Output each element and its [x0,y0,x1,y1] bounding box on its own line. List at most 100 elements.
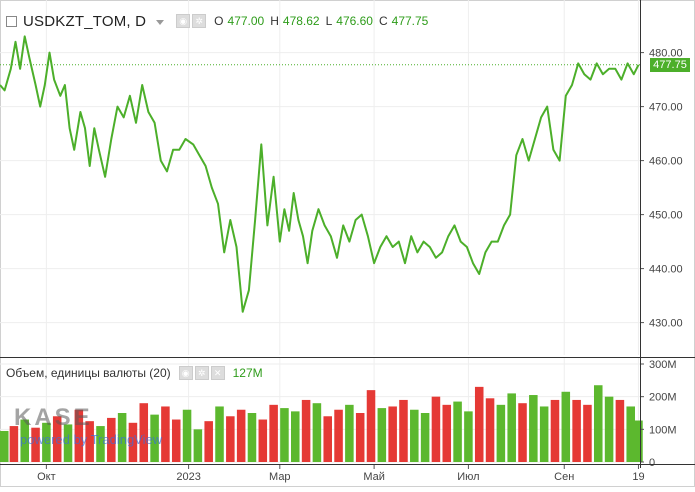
volume-bar [20,419,30,462]
volume-bar [74,409,84,462]
volume-bar [529,395,538,462]
volume-bar [593,385,603,462]
close-icon[interactable]: ✕ [210,366,225,380]
price-tick-label: 450.00 [649,210,683,222]
volume-tick-label: 200M [649,392,677,404]
volume-bar [496,404,506,462]
volume-bar [634,420,643,462]
price-tick-label: 430.00 [649,318,683,330]
volume-bar [377,408,387,462]
volume-bar [117,413,127,462]
volume-bar [550,399,560,462]
time-tick-label: Мар [269,471,291,483]
eye-icon[interactable]: ◉ [178,366,193,380]
price-tick-label: 470.00 [649,102,683,114]
volume-bar [539,406,549,462]
price-line-group [0,35,640,313]
price-tick-label: 480.00 [649,48,683,60]
volume-bar [410,409,419,462]
time-tick-label: Май [363,471,385,483]
volume-value: 127M [232,366,263,380]
volume-bar [96,426,105,462]
high-value: 478.62 [282,14,320,28]
time-tick-label: Июл [457,471,479,483]
volume-bar [301,399,311,462]
time-tick-label: 19 [632,471,644,483]
low-value: 476.60 [336,14,373,28]
chevron-down-icon[interactable] [156,19,165,25]
symbol-title: USDKZT_TOM, D [23,12,147,30]
volume-bar [258,419,268,462]
volume-bar [507,393,516,462]
volume-bar [366,390,376,462]
volume-tick-label: 100M [649,424,677,436]
last-price-label: 477.75 [650,57,690,72]
gear-icon[interactable]: ✲ [192,14,207,28]
close-label: C [378,14,388,28]
volume-bar [247,413,257,462]
volume-bar [204,421,213,462]
high-label: H [270,14,279,28]
volume-bar [161,406,170,462]
volume-bar [42,422,51,462]
volume-bar [226,416,235,462]
price-line [0,35,640,313]
price-grid [0,0,640,355]
volume-bar [9,426,19,462]
time-tick-label: Сен [554,471,574,483]
volume-bar [420,413,430,462]
volume-bar [626,406,635,462]
volume-bar [31,427,40,462]
visibility-checkbox[interactable] [6,15,17,27]
low-label: L [325,14,333,28]
volume-bar [269,404,278,462]
volume-bar [139,403,149,462]
volume-bar [453,401,462,462]
volume-bar [518,403,527,462]
open-value: 477.00 [227,14,265,28]
volume-bar [431,396,441,462]
volume-bar [107,417,116,462]
volume-bar [442,404,452,462]
volume-bar [615,399,625,462]
volume-bar [128,422,138,462]
volume-bar [604,396,614,462]
time-tick-label: 2023 [176,471,200,483]
volume-bar [182,409,192,462]
volume-bar [334,409,343,462]
volume-title: Объем, единицы валюты (20) [6,366,171,380]
time-tick-label: Окт [37,471,56,483]
volume-bar [323,416,332,462]
volume-bar [52,416,62,462]
volume-bar [280,408,289,462]
volume-bar [474,386,484,462]
gear-icon[interactable]: ✲ [194,366,209,380]
volume-bar [583,404,592,462]
volume-bar [150,414,159,462]
volume-bar [63,424,73,462]
volume-bar [355,413,365,462]
volume-bar [215,406,224,462]
volume-tick-label: 300M [649,359,677,371]
volume-bar [485,398,495,462]
volume-bar [572,399,581,462]
volume-bar [193,429,203,462]
volume-bar [399,399,408,462]
volume-bar [312,403,322,462]
eye-icon[interactable]: ◉ [176,14,191,28]
volume-bar [345,404,354,462]
volume-bar [388,406,397,462]
open-label: O [214,14,224,28]
volume-bar [236,409,246,462]
legend-header: USDKZT_TOM, D ◉ ✲ O 477.00 H 478.62 L 47… [6,11,428,31]
volume-tick-label: 0 [649,457,655,469]
volume-bars [0,385,643,462]
volume-legend: Объем, единицы валюты (20) ◉ ✲ ✕ 127M [6,364,263,382]
close-value: 477.75 [391,14,429,28]
price-tick-label: 460.00 [649,156,683,168]
volume-bar [171,419,181,462]
volume-bar [290,411,300,462]
